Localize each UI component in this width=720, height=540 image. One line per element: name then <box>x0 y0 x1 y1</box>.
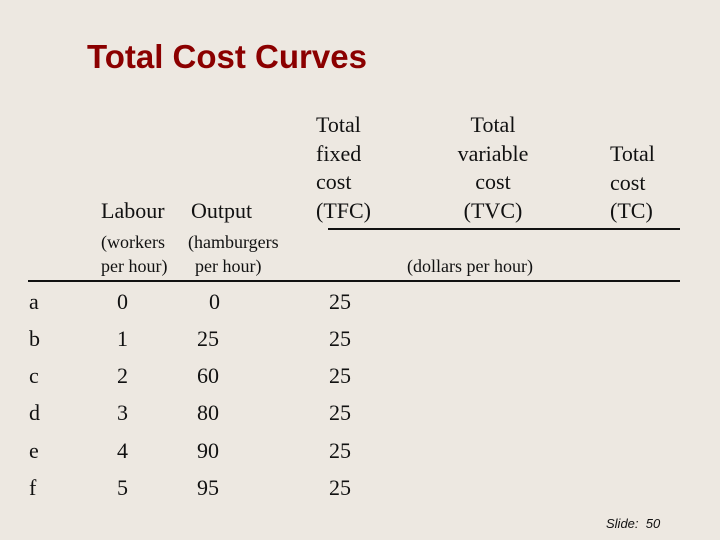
row-output: 95 <box>197 475 219 500</box>
header-tvc-line: Total <box>470 112 516 137</box>
row-output: 0 <box>209 289 220 314</box>
row-tfc: 25 <box>329 363 351 388</box>
slide-number: Slide: 50 <box>606 516 660 531</box>
header-rule-dollars <box>328 228 680 230</box>
units-output-line: per hour) <box>195 256 262 276</box>
header-tfc-line: Total <box>316 112 361 137</box>
header-labour: Labour <box>101 198 165 223</box>
header-tvc: Total variable cost (TVC) <box>444 111 542 225</box>
slide-number-value: 50 <box>645 516 661 531</box>
row-label: b <box>29 326 40 351</box>
header-tfc-line: (TFC) <box>316 197 371 223</box>
row-tfc: 25 <box>329 326 351 351</box>
row-label: a <box>29 289 39 314</box>
row-labour: 5 <box>117 475 128 500</box>
row-output: 25 <box>197 326 219 351</box>
header-tc-line: Total <box>610 141 655 166</box>
row-label: c <box>29 363 39 388</box>
header-tc-line: (TC) <box>610 198 653 223</box>
header-tvc-line: (TVC) <box>463 197 523 223</box>
row-label: e <box>29 438 39 463</box>
row-labour: 3 <box>117 400 128 425</box>
slide-number-label: Slide: <box>606 516 639 531</box>
row-label: d <box>29 400 40 425</box>
header-tfc-line: fixed <box>316 140 362 166</box>
header-tc: Total cost (TC) <box>610 140 655 226</box>
row-tfc: 25 <box>329 400 351 425</box>
row-tfc: 25 <box>329 289 351 314</box>
header-tvc-line: cost <box>475 169 511 194</box>
units-output: (hamburgers per hour) <box>188 230 279 278</box>
row-labour: 2 <box>117 363 128 388</box>
header-tvc-line: variable <box>457 140 529 166</box>
row-label: f <box>29 475 37 500</box>
units-dollars: (dollars per hour) <box>407 256 533 276</box>
header-tc-line: cost <box>610 169 646 195</box>
row-output: 90 <box>197 438 219 463</box>
row-output: 60 <box>197 363 219 388</box>
header-rule-full <box>28 280 680 282</box>
slide-title: Total Cost Curves <box>87 38 367 75</box>
row-tfc: 25 <box>329 475 351 500</box>
units-labour-line: per hour) <box>101 256 168 276</box>
units-output-line: (hamburgers <box>188 232 279 252</box>
row-labour: 4 <box>117 438 128 463</box>
row-labour: 0 <box>117 289 128 314</box>
header-tfc: Total fixed cost (TFC) <box>316 111 371 225</box>
row-labour: 1 <box>117 326 128 351</box>
units-labour: (workers per hour) <box>101 230 167 278</box>
header-tfc-line: cost <box>316 169 352 194</box>
row-tfc: 25 <box>329 438 351 463</box>
header-output: Output <box>191 198 253 223</box>
row-output: 80 <box>197 400 219 425</box>
units-labour-line: (workers <box>101 232 165 252</box>
